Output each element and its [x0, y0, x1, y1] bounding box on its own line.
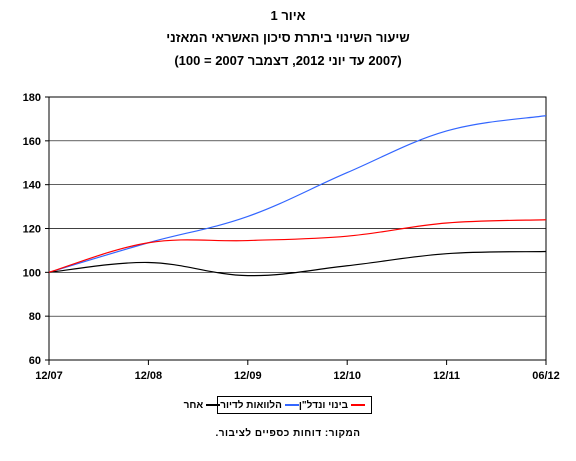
y-tick-label: 180 [23, 92, 41, 104]
chart-subtitle: (2007 עד יוני 2012, דצמבר 2007 = 100) [174, 53, 402, 68]
x-tick-label: 06/12 [532, 370, 560, 382]
series-line-2 [48, 250, 547, 277]
series-line-1 [48, 115, 547, 273]
x-tick-label: 12/11 [433, 370, 460, 382]
legend-swatch-construction [351, 404, 365, 406]
legend-label-construction: בינוי ונדל"ן [298, 399, 348, 411]
legend-item-housing-loans: הלוואות לדיור [220, 400, 299, 411]
legend-swatch-other [206, 404, 221, 406]
chart-title: שיעור השינוי ביתרת סיכון האשראי המאזני [166, 30, 410, 45]
legend-item-construction: בינוי ונדל"ן [299, 400, 365, 411]
x-tick-label: 12/09 [234, 370, 262, 382]
y-tick-label: 120 [23, 224, 41, 236]
source-note: המקור: דוחות כספיים לציבור. [215, 428, 361, 439]
y-tick-label: 60 [29, 355, 41, 367]
y-tick-label: 140 [23, 180, 41, 192]
legend-label-other: אחר [183, 399, 204, 411]
legend-item-other: אחר [184, 400, 221, 411]
y-tick-label: 160 [23, 136, 41, 148]
chart-titles: איור 1 שיעור השינוי ביתרת סיכון האשראי ה… [0, 6, 576, 72]
x-tick-label: 12/08 [135, 370, 163, 382]
y-tick-label: 100 [23, 267, 41, 279]
y-tick-label: 80 [29, 311, 41, 323]
legend-swatch-housing-loans [284, 404, 299, 406]
series-line-0 [48, 219, 547, 273]
x-tick-label: 12/10 [333, 370, 361, 382]
chart-legend: בינוי ונדל"ן הלוואות לדיור אחר [184, 396, 372, 414]
x-tick-label: 12/07 [35, 370, 63, 382]
legend-label-housing-loans: הלוואות לדיור [220, 399, 282, 411]
figure-label: איור 1 [270, 8, 306, 23]
